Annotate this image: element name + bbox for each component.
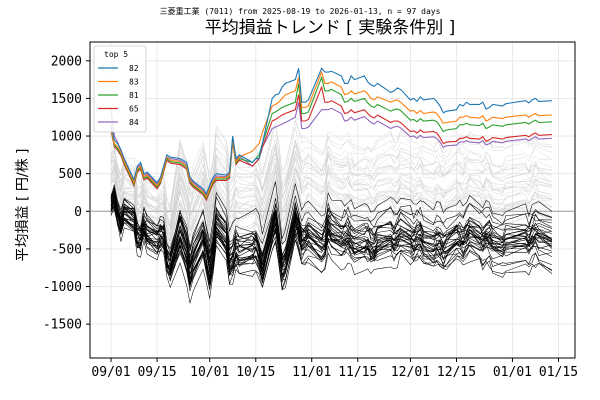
y-tick-label: 500	[59, 167, 82, 182]
background-series-line	[110, 151, 552, 229]
x-tick-label: 01/15	[539, 365, 578, 380]
series-line-65	[110, 85, 552, 202]
background-series-line	[110, 192, 552, 263]
background-series-line	[110, 206, 553, 286]
x-tick-label: 01/01	[493, 365, 532, 380]
legend-title: top 5	[104, 50, 128, 59]
series-line-84	[110, 102, 552, 197]
background-series-line	[110, 206, 553, 292]
background-series-line	[110, 164, 552, 236]
background-series-line	[110, 147, 552, 213]
legend-label-84: 84	[129, 118, 139, 127]
background-series-line	[110, 167, 552, 237]
background-series-line	[110, 206, 552, 281]
background-series-line	[110, 198, 553, 272]
grid	[90, 42, 575, 358]
y-tick-label: 1500	[51, 92, 82, 107]
x-tick-label: 09/01	[91, 365, 130, 380]
legend: top 5 82 83 81 65 84	[93, 45, 147, 133]
x-tick-label: 10/01	[190, 365, 229, 380]
background-series-line	[110, 199, 552, 282]
y-tick-label: 0	[74, 205, 82, 220]
background-series-line	[110, 197, 553, 286]
background-series-line	[110, 209, 553, 304]
legend-items: 82 83 81 65 84	[98, 64, 139, 127]
x-tick-label: 11/01	[292, 365, 331, 380]
y-tick-label: 2000	[51, 54, 82, 69]
x-tick-label: 10/15	[236, 365, 275, 380]
chart-suptitle: 三菱重工業 (7011) from 2025-08-19 to 2026-01-…	[160, 6, 441, 16]
legend-label-65: 65	[129, 105, 139, 114]
y-tick-label: -500	[51, 242, 82, 257]
background-series-line	[110, 180, 553, 246]
legend-label-82: 82	[129, 64, 139, 73]
y-ticks: -1500 -1000 -500 0 500 1000 1500 2000	[43, 54, 90, 333]
background-series-line	[110, 181, 553, 248]
plot-area	[89, 41, 576, 359]
x-ticks: 09/01 09/15 10/01 10/15 11/01 11/15 12/01 12/15…	[91, 358, 578, 380]
y-tick-label: 1000	[51, 130, 82, 145]
background-series-line	[110, 178, 552, 243]
background-series-line	[110, 201, 552, 271]
background-series-line	[110, 184, 552, 250]
series-line-81	[110, 75, 552, 200]
x-tick-label: 11/15	[338, 365, 377, 380]
legend-label-83: 83	[129, 78, 139, 87]
y-axis-label: 平均損益 [ 円/株 ]	[15, 149, 31, 262]
background-series-line	[110, 196, 552, 267]
background-series-line	[110, 189, 553, 259]
background-series	[110, 119, 553, 304]
background-series-line	[110, 119, 552, 213]
background-series-line	[110, 176, 552, 243]
x-tick-label: 12/15	[437, 365, 476, 380]
x-tick-label: 09/15	[137, 365, 176, 380]
y-tick-label: -1000	[43, 280, 82, 295]
top-series	[110, 67, 552, 202]
y-tick-label: -1500	[43, 318, 82, 333]
legend-label-81: 81	[129, 91, 139, 100]
chart-title: 平均損益トレンド [ 実験条件別 ]	[205, 18, 455, 38]
background-series-line	[110, 201, 553, 286]
background-series-line	[110, 187, 552, 272]
series-line-82	[110, 67, 552, 196]
x-tick-label: 12/01	[391, 365, 430, 380]
series-line-83	[110, 70, 552, 199]
background-series-line	[110, 139, 553, 223]
